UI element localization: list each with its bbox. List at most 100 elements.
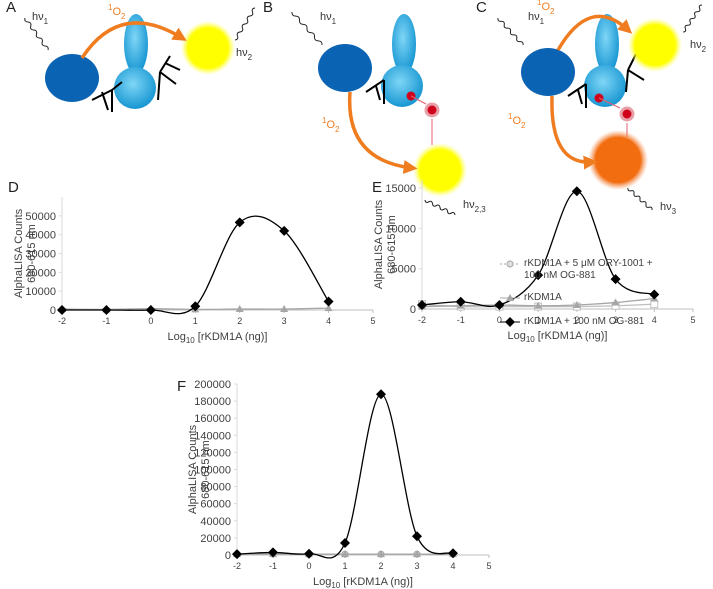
marker xyxy=(505,317,515,327)
label-text: hν xyxy=(660,201,672,213)
subscript: 3 xyxy=(672,207,677,216)
x-tick-label: -1 xyxy=(269,561,277,571)
label-text: O xyxy=(541,1,550,13)
subscript: 1 xyxy=(44,17,49,26)
x-tick-label: 1 xyxy=(342,561,347,571)
label-text: hν xyxy=(528,11,540,23)
protein xyxy=(392,14,416,74)
marker xyxy=(340,538,350,549)
label-text: Log xyxy=(313,576,331,588)
x-tick-label: -1 xyxy=(457,315,465,325)
line xyxy=(421,190,655,307)
marker xyxy=(304,548,314,559)
singlet-oxygen-arrow xyxy=(80,21,187,59)
marker xyxy=(280,305,289,313)
marker xyxy=(506,294,514,301)
y-axis-label: 680-615 nm xyxy=(386,215,398,274)
linker xyxy=(598,97,621,109)
legend-label: rKDM1A + 100 nM OG-881 xyxy=(524,316,645,327)
marker xyxy=(494,299,505,310)
x-tick-label: -1 xyxy=(102,316,110,326)
legend-label: rKDM1A xyxy=(524,292,562,303)
singlet-oxygen-arrow xyxy=(347,91,418,174)
legend-item: rKDM1A + 5 μM ORY-1001 + 100 nM OG-881 xyxy=(524,258,653,281)
marker xyxy=(235,305,244,313)
x-tick-label: 0 xyxy=(148,316,153,326)
series xyxy=(233,549,457,558)
photon xyxy=(682,4,703,33)
label-text: [rKDM1A (ng)] xyxy=(340,576,413,588)
x-tick-label: 3 xyxy=(613,315,618,325)
subscript: 2,3 xyxy=(475,205,487,214)
label-text: hν xyxy=(32,11,44,23)
marker xyxy=(610,274,621,285)
x-tick-label: 2 xyxy=(378,561,383,571)
diagram-label: hν1 xyxy=(528,11,545,26)
panel-label: F xyxy=(177,378,186,395)
y-axis-label: 680-615 nm xyxy=(26,224,38,283)
line xyxy=(236,393,454,559)
singlet-oxygen-arrow xyxy=(556,14,633,51)
label-text: hν xyxy=(320,11,332,23)
antibody xyxy=(567,83,587,108)
x-tick-label: 3 xyxy=(282,316,287,326)
protein xyxy=(124,14,148,74)
subscript: 2 xyxy=(335,125,340,134)
marker xyxy=(279,225,290,236)
marker xyxy=(534,301,543,309)
label-text: hν xyxy=(463,199,475,211)
marker xyxy=(323,296,334,307)
protein xyxy=(381,65,423,107)
marker xyxy=(413,550,421,558)
marker xyxy=(324,304,333,312)
x-tick-label: 2 xyxy=(237,316,242,326)
subscript: 1 xyxy=(332,17,337,26)
marker xyxy=(572,300,581,308)
y-tick-label: 0 xyxy=(410,304,416,316)
label-text: [rKDM1A (ng)] xyxy=(535,330,608,342)
x-tick-label: 1 xyxy=(536,315,541,325)
probe xyxy=(619,106,635,122)
x-tick-label: 2 xyxy=(574,315,579,325)
marker xyxy=(448,548,458,559)
acceptor-bead xyxy=(181,21,235,75)
diagram-label: 1O2 xyxy=(108,3,126,21)
x-tick-label: -2 xyxy=(418,315,426,325)
subscript: 10 xyxy=(331,581,340,589)
subscript: 1 xyxy=(540,17,545,26)
x-tick-label: 5 xyxy=(486,561,491,571)
y-tick-label: 40000 xyxy=(200,516,231,528)
antibody xyxy=(91,81,123,112)
y-axis-label: AlphaLISA Counts xyxy=(373,199,385,289)
label-text: hν xyxy=(236,47,248,59)
legend-item: rKDM1A + 100 nM OG-881 xyxy=(524,316,645,327)
series xyxy=(417,186,660,310)
probe xyxy=(424,102,440,118)
marker xyxy=(377,550,385,558)
subscript: 2 xyxy=(121,12,126,21)
x-axis-label: Log10 [rKDM1A (ng)] xyxy=(507,330,607,344)
superscript: 1 xyxy=(508,112,513,121)
photon xyxy=(627,187,653,211)
marker xyxy=(571,186,582,197)
photon xyxy=(291,11,323,46)
marker xyxy=(341,550,349,558)
y-tick-label: 200000 xyxy=(194,379,231,391)
marker xyxy=(611,298,620,306)
y-axis-label: AlphaLISA Counts xyxy=(187,424,199,514)
y-tick-label: 160000 xyxy=(194,413,231,425)
panel-label: D xyxy=(8,179,19,196)
subscript: 10 xyxy=(186,336,195,345)
subscript: 2 xyxy=(702,45,707,54)
photon xyxy=(24,17,49,51)
antibody xyxy=(365,79,385,104)
superscript: 1 xyxy=(322,116,327,125)
diagram-label: 1O2 xyxy=(508,112,526,130)
panel-label: B xyxy=(263,0,273,16)
y-tick-label: 80000 xyxy=(200,482,231,494)
y-tick-label: 60000 xyxy=(200,499,231,511)
donor-bead xyxy=(521,48,575,96)
y-tick-label: 50000 xyxy=(25,211,56,223)
photon xyxy=(234,7,256,41)
marker xyxy=(190,301,201,312)
